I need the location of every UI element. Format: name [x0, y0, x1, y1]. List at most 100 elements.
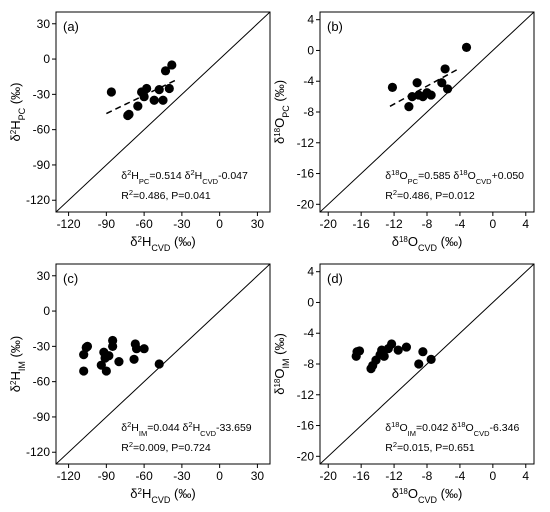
panel-3: -120 -90 -60 -30 0 30 -120 -90 -60 -30 0 30 (c) δ2HCV…	[8, 263, 271, 505]
data-point	[379, 351, 389, 361]
data-point	[139, 92, 149, 102]
x-tick-label: -60	[135, 469, 153, 483]
data-point	[461, 42, 472, 52]
data-point	[164, 83, 174, 94]
data-point	[412, 78, 422, 88]
data-point	[154, 85, 164, 95]
y-tick-label: -4	[303, 326, 314, 340]
data-point	[426, 354, 436, 364]
y-tick-label: 30	[37, 17, 51, 31]
regression-annotation: δ18OPC=0.585 δ18OCVD+0.050	[385, 168, 524, 186]
plot-frame	[55, 263, 271, 465]
data-point	[393, 345, 403, 355]
panel-2: -20 -16 -12 -8 -4 0 4 -20 -16 -12 -8 -4 0 4 (b) δ18OCVD…	[272, 11, 535, 253]
y-tick-label: 0	[307, 43, 314, 57]
data-point	[106, 87, 116, 97]
y-tick-label: -30	[33, 339, 51, 353]
y-tick-label: -20	[297, 197, 315, 211]
data-point	[82, 341, 93, 351]
data-point	[440, 64, 450, 74]
data-point	[114, 357, 124, 367]
data-point	[149, 95, 159, 105]
regression-annotation: δ2HIM=0.044 δ2HCVD-33.659	[121, 420, 252, 438]
y-tick-label: -30	[33, 87, 51, 101]
y-axis-label: δ2HIM (‰)	[8, 336, 27, 392]
y-tick-label: 30	[37, 269, 51, 283]
y-tick-label: 0	[307, 295, 314, 309]
x-tick-label: 0	[216, 217, 223, 231]
x-tick-label: 30	[251, 217, 265, 231]
y-tick-label: -120	[26, 445, 50, 459]
panel-label: (c)	[63, 271, 78, 286]
data-point	[160, 66, 171, 76]
x-tick-label: -16	[352, 469, 370, 483]
regression-annotation: R2=0.486, P=0.012	[385, 188, 475, 203]
x-axis-label: δ18OCVD (‰)	[392, 234, 463, 253]
x-tick-label: 4	[522, 469, 529, 483]
data-point	[426, 90, 436, 100]
data-point	[387, 339, 397, 349]
y-tick-label: 0	[43, 304, 50, 318]
x-tick-label: -30	[173, 469, 191, 483]
y-axis-label: δ18OPC (‰)	[272, 80, 291, 144]
y-tick-label: -4	[303, 74, 314, 88]
data-point	[401, 342, 412, 352]
data-point	[124, 109, 134, 119]
y-tick-label: -8	[303, 357, 314, 371]
plot-frame	[55, 11, 271, 213]
x-tick-label: 0	[490, 469, 497, 483]
data-point	[79, 349, 89, 360]
x-tick-label: -120	[57, 217, 81, 231]
x-tick-label: -20	[320, 469, 338, 483]
panel-4: -20 -16 -12 -8 -4 0 4 -20 -16 -12 -8 -4 0 4 (d) δ18OCVD…	[272, 263, 535, 505]
x-tick-label: 30	[251, 469, 265, 483]
y-tick-label: -12	[297, 388, 315, 402]
data-point	[79, 366, 89, 376]
y-tick-label: -60	[33, 123, 51, 137]
x-tick-label: -60	[135, 217, 153, 231]
data-point	[442, 84, 453, 94]
data-point	[133, 101, 143, 111]
data-point	[404, 102, 414, 112]
data-point	[101, 366, 111, 376]
regression-annotation: δ2HPC=0.514 δ2HCVD-0.047	[121, 168, 248, 186]
y-tick-label: -20	[297, 449, 315, 463]
data-point	[158, 95, 168, 105]
y-tick-label: -120	[26, 193, 50, 207]
data-point	[414, 359, 424, 369]
y-tick-label: 0	[43, 52, 50, 66]
data-point	[139, 344, 149, 354]
x-tick-label: -30	[173, 217, 191, 231]
data-point	[387, 82, 398, 92]
panel-label: (b)	[327, 19, 343, 34]
x-axis-label: δ2HCVD (‰)	[130, 486, 195, 505]
y-tick-label: -16	[297, 419, 315, 433]
x-tick-label: 0	[490, 217, 497, 231]
x-tick-label: -20	[320, 217, 338, 231]
one-to-one-line	[320, 264, 534, 464]
x-tick-label: -120	[57, 469, 81, 483]
y-axis-label: δ2HPC (‰)	[8, 83, 27, 142]
panel-1: -120 -90 -60 -30 0 30 -120 -90 -60 -30 0 30 (a) δ2HCV…	[8, 11, 271, 253]
y-tick-label: -16	[297, 167, 315, 181]
regression-annotation: δ18OIM=0.042 δ18OCVD-6.346	[385, 420, 519, 438]
y-tick-label: 4	[307, 265, 314, 279]
data-point	[129, 354, 139, 364]
data-point	[418, 347, 428, 357]
data-point	[354, 346, 365, 356]
data-point	[154, 359, 164, 369]
x-tick-label: -90	[98, 469, 116, 483]
x-tick-label: -12	[385, 217, 403, 231]
y-tick-label: 4	[307, 13, 314, 27]
data-point	[167, 60, 177, 70]
one-to-one-line	[56, 12, 270, 212]
x-tick-label: -4	[455, 217, 466, 231]
x-tick-label: -16	[352, 217, 370, 231]
x-tick-label: 0	[216, 469, 223, 483]
x-tick-label: -4	[455, 469, 466, 483]
x-tick-label: -8	[422, 217, 433, 231]
regression-line	[106, 79, 176, 115]
regression-line	[389, 67, 461, 107]
panel-label: (a)	[63, 19, 79, 34]
